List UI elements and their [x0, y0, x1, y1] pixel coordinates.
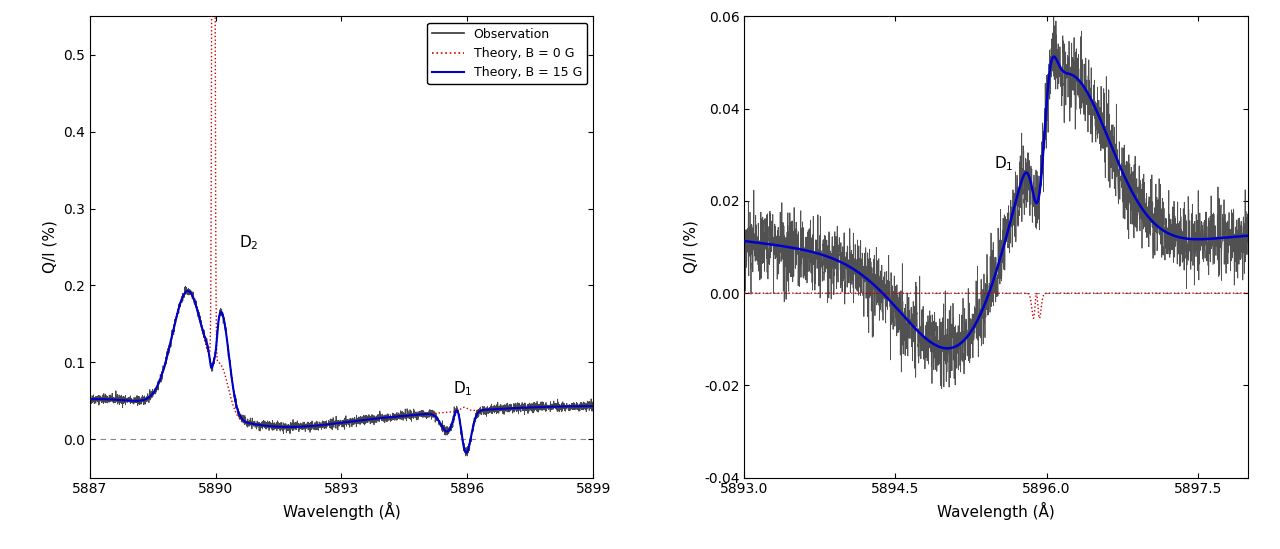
Legend: Observation, Theory, B = 0 G, Theory, B = 15 G: Observation, Theory, B = 0 G, Theory, B …	[428, 23, 588, 84]
Y-axis label: Q/I (%): Q/I (%)	[684, 221, 699, 273]
Text: D$_1$: D$_1$	[995, 155, 1014, 173]
Text: D$_1$: D$_1$	[453, 379, 472, 398]
Y-axis label: Q/I (%): Q/I (%)	[42, 221, 58, 273]
Text: D$_2$: D$_2$	[238, 233, 259, 252]
X-axis label: Wavelength (Å): Wavelength (Å)	[937, 502, 1055, 520]
X-axis label: Wavelength (Å): Wavelength (Å)	[283, 502, 401, 520]
